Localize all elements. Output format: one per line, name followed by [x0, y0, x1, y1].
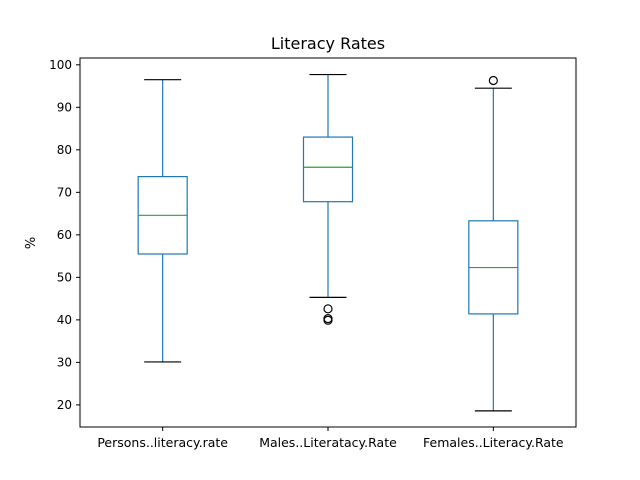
y-tick-label: 30 — [57, 356, 72, 370]
y-tick-label: 90 — [57, 101, 72, 115]
y-tick-label: 70 — [57, 186, 72, 200]
y-axis: 20 30 40 50 60 70 80 90 100 — [49, 58, 80, 412]
y-tick-label: 40 — [57, 313, 72, 327]
x-tick-label: Males..Literatacy.Rate — [259, 435, 397, 450]
box-group — [137, 79, 188, 363]
y-tick-label: 20 — [57, 398, 72, 412]
plot-area — [137, 73, 519, 412]
outlier-point — [323, 304, 333, 314]
y-tick-label: 50 — [57, 271, 72, 285]
outlier-point — [488, 75, 498, 86]
box-group — [468, 75, 519, 412]
y-tick-label: 60 — [57, 228, 72, 242]
x-tick-label: Persons..literacy.rate — [97, 435, 228, 450]
x-axis: Persons..literacy.rate Males..Literatacy.… — [97, 427, 564, 450]
y-tick-label: 100 — [49, 58, 72, 72]
outlier-point — [323, 315, 333, 325]
x-tick-label: Females..Literacy.Rate — [423, 435, 564, 450]
y-axis-label: % — [24, 237, 39, 249]
chart-title: Literacy Rates — [271, 34, 385, 53]
iqr-box — [302, 136, 354, 203]
y-tick-label: 80 — [57, 143, 72, 157]
box-group — [302, 73, 354, 325]
